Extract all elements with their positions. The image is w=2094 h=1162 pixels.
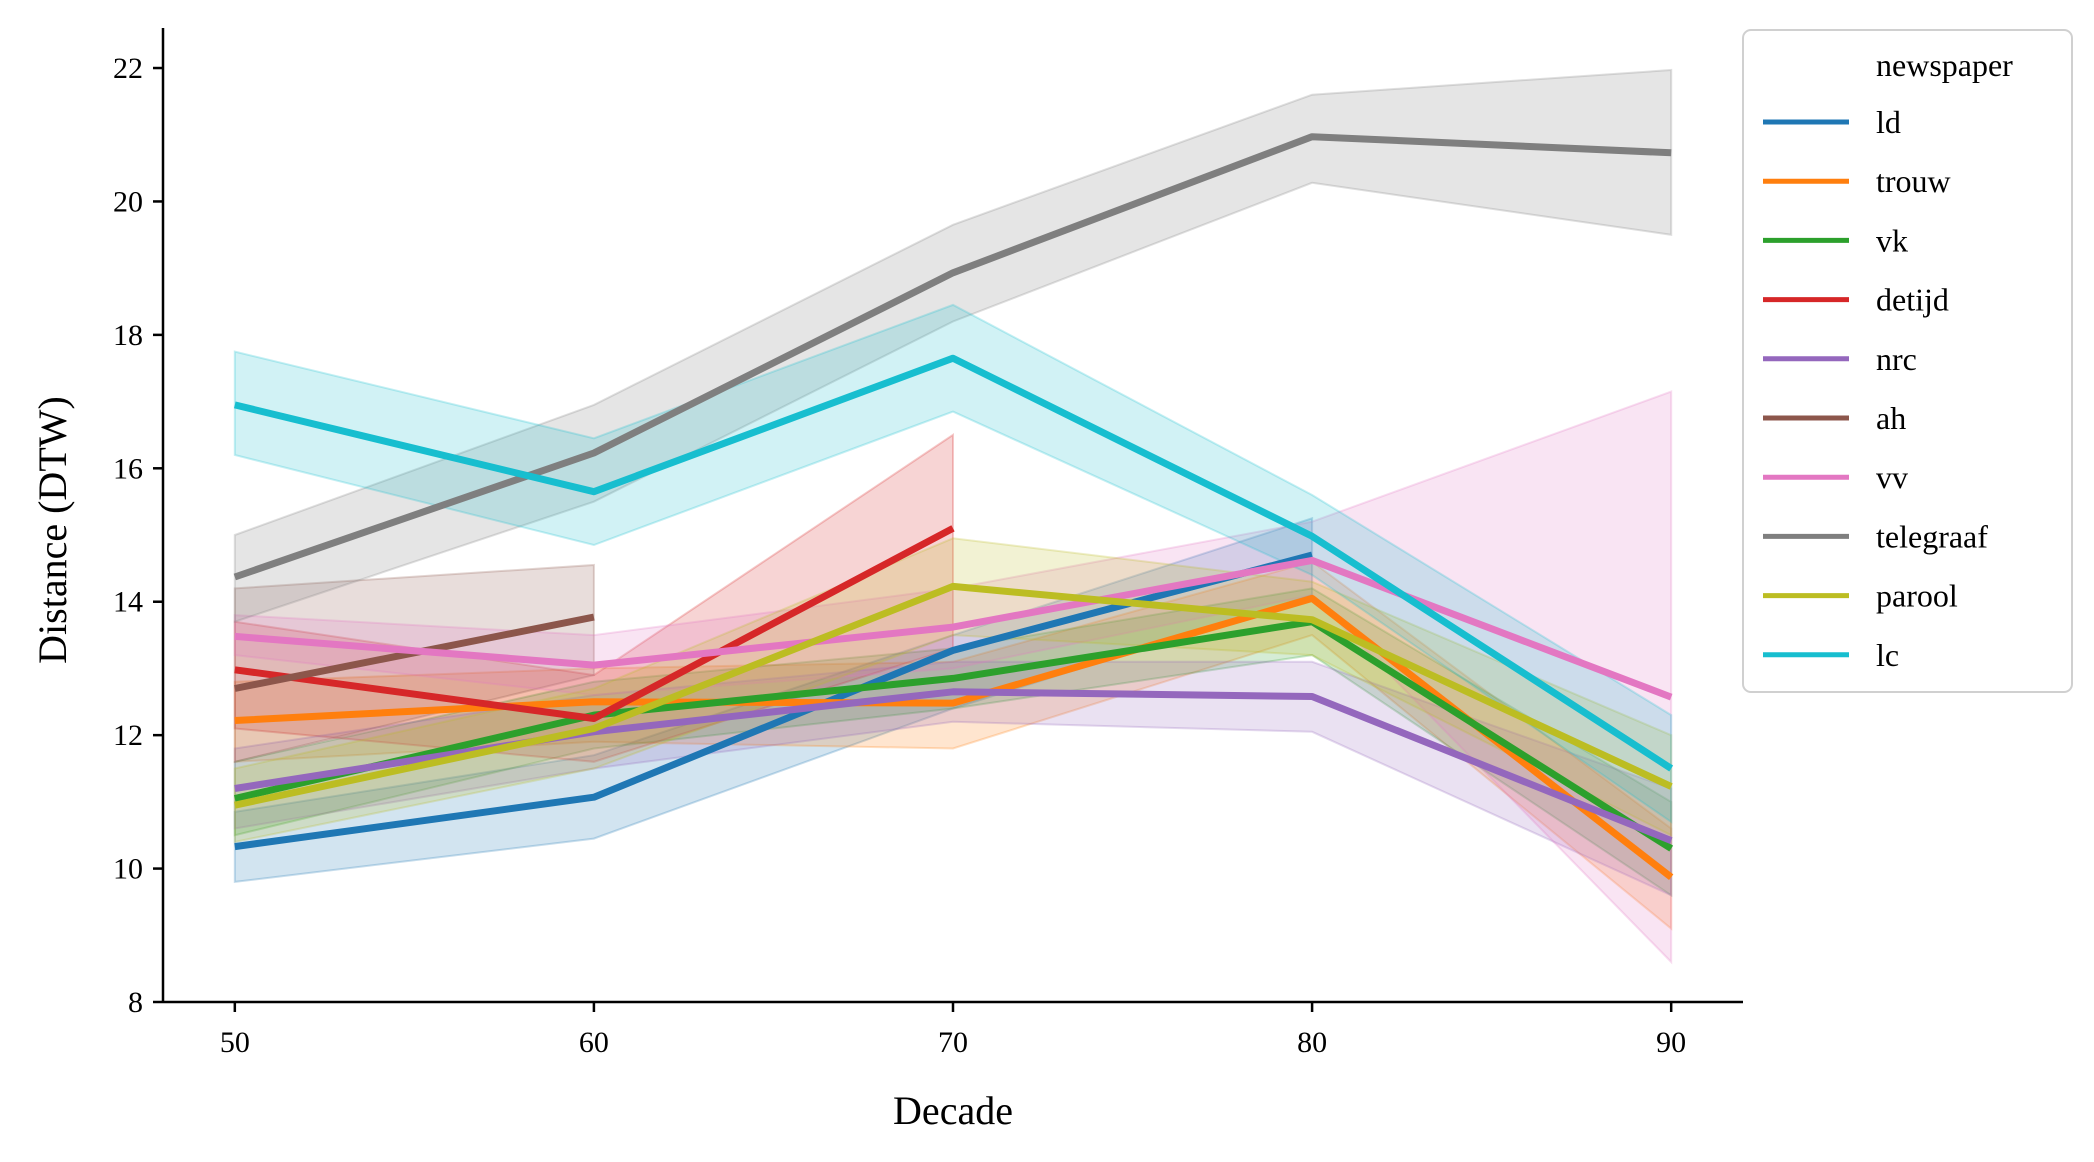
legend-label-ah: ah [1876,400,1906,436]
line-lc [233,354,1674,772]
legend-label-trouw: trouw [1876,163,1951,199]
legend-label-nrc: nrc [1876,341,1917,377]
legend-frame [1742,29,2073,693]
x-tick-label: 50 [220,1026,250,1059]
line-trouw [234,594,1674,880]
y-axis-title: Distance (DTW) [30,396,75,664]
x-tick-label: 80 [1297,1026,1327,1059]
legend: newspaper ld trouw vk detijd nrc ah vv telegraa… [1742,29,2073,693]
y-tick-label: 18 [113,319,143,352]
x-tick-label: 70 [938,1026,968,1059]
legend-title: newspaper [1876,47,2013,83]
legend-label-vv: vv [1876,459,1908,495]
x-tick-label: 60 [579,1026,609,1059]
x-ticks: 50 60 70 80 90 [220,1002,1686,1059]
x-axis-title: Decade [893,1088,1013,1133]
legend-label-detijd: detijd [1876,282,1949,318]
legend-label-ld: ld [1876,104,1901,140]
series-lines [233,133,1674,880]
y-tick-label: 14 [113,586,143,619]
line-vk [234,618,1674,852]
legend-label-lc: lc [1876,637,1899,673]
line-detijd [234,525,955,722]
line-telegraaf [233,133,1672,581]
y-ticks: 8 10 12 14 16 18 20 22 [113,52,163,1019]
line-parool [234,582,1673,809]
y-tick-label: 22 [113,52,143,85]
legend-label-telegraaf: telegraaf [1876,518,1988,554]
legend-label-vk: vk [1876,222,1908,258]
x-tick-label: 90 [1656,1026,1686,1059]
y-tick-label: 12 [113,719,143,752]
confidence-bands [233,68,1673,965]
y-tick-label: 8 [128,986,143,1019]
line-vv [234,556,1673,701]
band-lc [233,303,1673,824]
y-tick-label: 16 [113,452,143,485]
legend-label-parool: parool [1876,578,1958,614]
y-tick-label: 20 [113,185,143,218]
y-tick-label: 10 [113,853,143,886]
band-telegraaf [233,68,1673,624]
